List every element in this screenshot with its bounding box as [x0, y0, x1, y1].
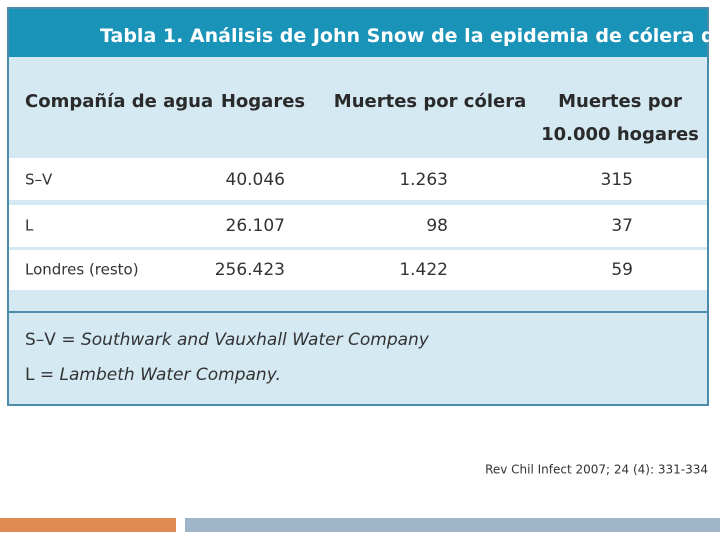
table-title: Tabla 1. Análisis de John Snow de la epi…: [100, 22, 720, 47]
title-bar: [9, 9, 707, 57]
row-bg: [9, 205, 707, 247]
table-cell: 26.107: [226, 216, 285, 236]
table-cell: 40.046: [226, 170, 285, 190]
accent-bar: [185, 518, 720, 532]
footnote: L = Lambeth Water Company.: [25, 365, 281, 385]
row-bg: [9, 158, 707, 200]
header-cell: 10.000 hogares: [541, 124, 699, 145]
table-cell: 1.263: [399, 170, 448, 190]
header-cell: Muertes por cólera: [334, 91, 526, 112]
table-cell: S–V: [25, 171, 53, 189]
table-cell: Londres (resto): [25, 261, 139, 279]
table-cell: 98: [426, 216, 448, 236]
header-cell: Muertes por: [558, 91, 682, 112]
footnote: S–V = Southwark and Vauxhall Water Compa…: [25, 330, 430, 350]
header-cell: Hogares: [221, 91, 305, 112]
header-cell: Compañía de agua: [25, 91, 213, 112]
citation: Rev Chil Infect 2007; 24 (4): 331-334: [485, 463, 708, 477]
table-cell: 1.422: [399, 260, 448, 280]
row-bg: [9, 250, 707, 290]
table-cell: L: [25, 217, 34, 235]
table-cell: 37: [611, 216, 633, 236]
accent-bar: [0, 518, 176, 532]
table-cell: 256.423: [215, 260, 285, 280]
table-cell: 59: [611, 260, 633, 280]
table-cell: 315: [601, 170, 633, 190]
